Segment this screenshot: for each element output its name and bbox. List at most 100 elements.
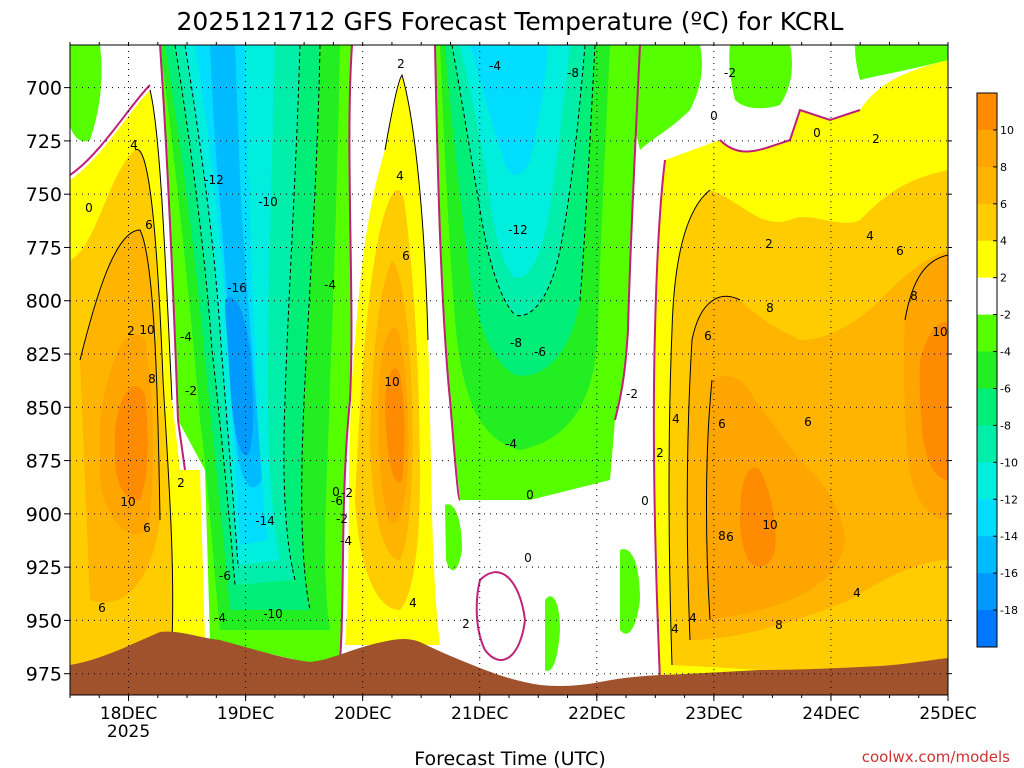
contour-label: 4 bbox=[409, 596, 417, 610]
warm-region bbox=[919, 321, 948, 480]
contour-labels: 2-8 -200 2-4-120 -10-12-16 -4-8-6-2-4-2-4-6-… bbox=[85, 57, 947, 636]
colorbar-frame bbox=[976, 92, 998, 648]
contour-label: 2 bbox=[765, 237, 773, 251]
colorbar-label: -8 bbox=[1000, 419, 1011, 432]
contour-label: 10 bbox=[762, 518, 777, 532]
colorbar-bin bbox=[977, 129, 997, 168]
contour-label: -2 bbox=[626, 387, 638, 401]
zero-contours bbox=[70, 45, 861, 681]
colorbar-label: 8 bbox=[1000, 161, 1007, 174]
contour-label: -8 bbox=[510, 336, 522, 350]
contour-label: 6 bbox=[145, 218, 153, 232]
contour-label: 0 bbox=[813, 126, 821, 140]
colorbar-label: -12 bbox=[1000, 493, 1018, 506]
y-tick-label: 825 bbox=[26, 344, 62, 366]
contour-lines bbox=[79, 73, 948, 666]
contour-label: 4 bbox=[672, 412, 680, 426]
x-tick-label: 19DEC bbox=[217, 704, 274, 724]
contour-label: -12 bbox=[204, 173, 224, 187]
y-tick-label: 725 bbox=[26, 131, 62, 153]
contour-label: 2 bbox=[177, 476, 185, 490]
cold-region bbox=[729, 45, 792, 109]
contour-label: -6 bbox=[534, 345, 546, 359]
colorbar-bin bbox=[977, 610, 997, 648]
credit-text: coolwx.com/models bbox=[862, 748, 1010, 766]
colorbar-bin bbox=[977, 462, 997, 500]
contour-label: 4 bbox=[866, 229, 874, 243]
x-axis-label: Forecast Time (UTC) bbox=[414, 748, 605, 768]
contour-label: 0 bbox=[526, 488, 534, 502]
colorbar-bin bbox=[977, 425, 997, 463]
colorbar-bin bbox=[977, 573, 997, 611]
contour-label: -4 bbox=[340, 534, 352, 548]
contour-label: 10 bbox=[139, 323, 154, 337]
contour-label: 8 bbox=[148, 372, 156, 386]
colorbar-bin bbox=[977, 240, 997, 279]
x-tick-label: 24DEC bbox=[802, 704, 859, 724]
contour-label: -2 bbox=[185, 384, 197, 398]
contour-label: 2 bbox=[127, 324, 135, 338]
y-tick-label: 700 bbox=[26, 78, 62, 100]
contour-label: 4 bbox=[671, 622, 679, 636]
x-tick-label: 23DEC bbox=[685, 704, 742, 724]
x-year-label: 2025 bbox=[107, 722, 150, 742]
colorbar-label: 10 bbox=[1000, 124, 1014, 137]
y-tick-label: 775 bbox=[26, 237, 62, 259]
contour-label: 0 bbox=[641, 494, 649, 508]
contour-label: 8 bbox=[775, 618, 783, 632]
contour-label: -2 bbox=[336, 512, 348, 526]
contour-label: 8 bbox=[718, 529, 726, 543]
colorbar-bin bbox=[977, 166, 997, 205]
cold-region bbox=[225, 297, 254, 456]
y-tick-label: 800 bbox=[26, 291, 62, 313]
cold-region bbox=[445, 504, 462, 571]
contour-label: 0 bbox=[332, 485, 340, 499]
contour-label: 6 bbox=[704, 329, 712, 343]
contour-label: -4 bbox=[505, 437, 517, 451]
colorbar-label: 2 bbox=[1000, 272, 1007, 285]
contour-label: 0 bbox=[710, 109, 718, 123]
contour-label: 2 bbox=[397, 57, 405, 71]
contour-label: 2 bbox=[872, 132, 880, 146]
contour-label: -14 bbox=[255, 514, 275, 528]
cold-region bbox=[855, 45, 948, 80]
contour-label: 4 bbox=[689, 611, 697, 625]
colorbar-label: -10 bbox=[1000, 456, 1018, 469]
contour-label: -8 bbox=[567, 66, 579, 80]
contour-label: 6 bbox=[402, 249, 410, 263]
colorbar-label: 6 bbox=[1000, 198, 1007, 211]
contour-label: -6 bbox=[219, 569, 231, 583]
contour-label: 6 bbox=[143, 521, 151, 535]
colorbar-label: -2 bbox=[1000, 309, 1011, 322]
x-tick-label: 21DEC bbox=[451, 704, 508, 724]
contour-lines-negative bbox=[174, 45, 596, 611]
colorbar-label: -16 bbox=[1000, 567, 1018, 580]
x-axis: 18DEC 19DEC 20DEC 21DEC 22DEC 23DEC 24DEC 25DEC… bbox=[69, 42, 977, 742]
contour-label: 0 bbox=[85, 201, 93, 215]
warm-region bbox=[115, 386, 148, 501]
contour-label: -2 bbox=[724, 66, 736, 80]
contour-label: -4 bbox=[214, 611, 226, 625]
contour-label: 10 bbox=[384, 375, 399, 389]
contour-label: -10 bbox=[263, 607, 283, 621]
contour-label: 6 bbox=[718, 417, 726, 431]
colorbar-bin bbox=[977, 388, 997, 426]
colorbar-bin bbox=[977, 93, 997, 131]
contour-label: -4 bbox=[324, 278, 336, 292]
colorbar-label: -14 bbox=[1000, 530, 1018, 543]
contour-label: 4 bbox=[396, 169, 404, 183]
contour-label: 0 bbox=[524, 551, 532, 565]
plot-area bbox=[70, 45, 948, 695]
warm-region bbox=[706, 376, 845, 620]
terrain bbox=[70, 631, 948, 695]
colorbar-bin bbox=[977, 499, 997, 537]
colorbar: 10 8 6 4 2 -2 -4 -6 -8 -10 -12 -14 -16 -18 bbox=[976, 92, 1018, 648]
y-tick-label: 900 bbox=[26, 504, 62, 526]
colorbar-label: -18 bbox=[1000, 604, 1018, 617]
colorbar-bin bbox=[977, 351, 997, 389]
grid-lines bbox=[70, 45, 948, 695]
contour-label: 10 bbox=[932, 325, 947, 339]
contour-label: 6 bbox=[726, 530, 734, 544]
